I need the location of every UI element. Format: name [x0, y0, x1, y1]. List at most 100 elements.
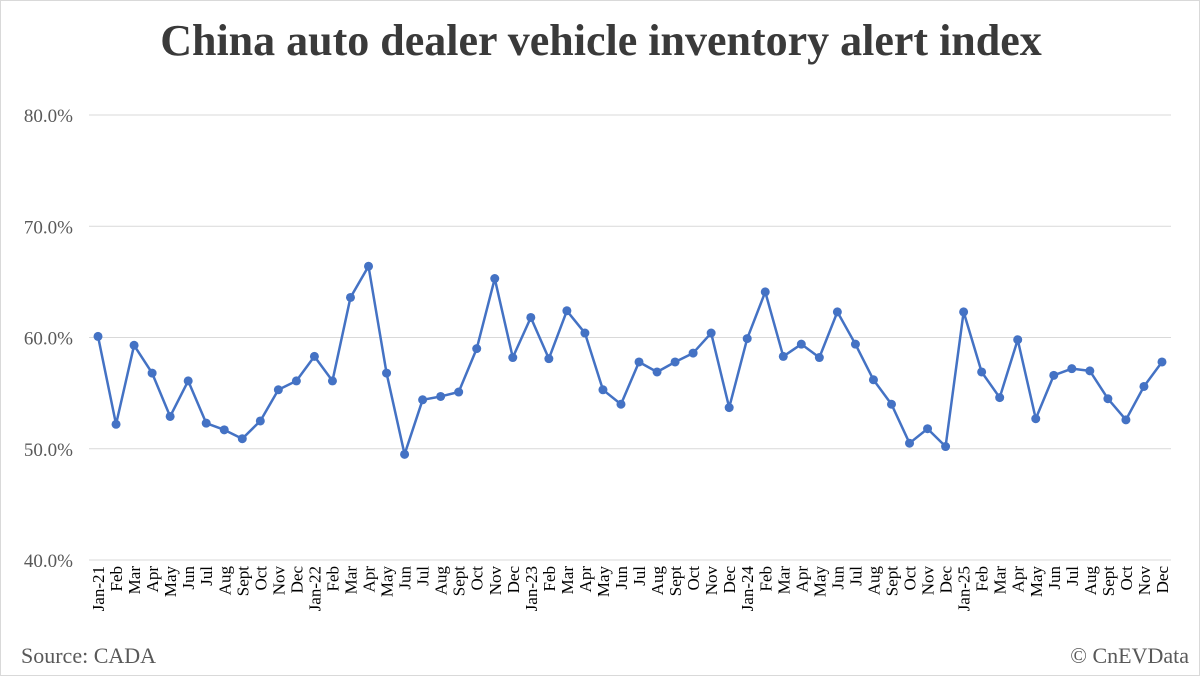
data-point: [1049, 370, 1059, 380]
data-point: [814, 353, 824, 363]
data-point: [436, 391, 446, 401]
data-point: [778, 351, 788, 361]
data-point: [364, 261, 374, 271]
data-point: [1139, 381, 1149, 391]
data-point: [111, 419, 121, 429]
x-tick-label: Jun: [828, 566, 847, 590]
data-point: [1085, 366, 1095, 376]
data-point: [995, 393, 1005, 403]
x-tick-label: Apr: [576, 566, 595, 593]
data-point: [923, 424, 933, 434]
x-tick-label: Nov: [1135, 566, 1154, 596]
data-point: [219, 425, 229, 435]
data-point: [508, 353, 518, 363]
x-tick-label: Jul: [630, 566, 649, 586]
x-tick-label: Apr: [143, 566, 162, 593]
data-point: [147, 368, 157, 378]
x-tick-label: Jun: [612, 566, 631, 590]
data-point: [796, 339, 806, 349]
data-point: [490, 274, 500, 284]
y-tick-label: 60.0%: [24, 329, 73, 350]
data-point: [886, 399, 896, 409]
data-point: [544, 354, 554, 364]
x-tick-label: Apr: [1009, 566, 1028, 593]
y-axis-ticks: 40.0% 50.0% 60.0% 70.0% 80.0%: [24, 106, 73, 572]
data-point: [634, 357, 644, 367]
data-point: [760, 287, 770, 297]
credit-note: © CnEVData: [1070, 643, 1189, 668]
x-tick-label: Jul: [414, 566, 433, 586]
x-tick-label: Jan-25: [955, 566, 974, 611]
x-tick-label: Nov: [486, 566, 505, 596]
data-point: [201, 418, 211, 428]
data-point: [309, 351, 319, 361]
x-tick-label: Feb: [973, 566, 992, 592]
data-point: [400, 449, 410, 459]
x-tick-label: Sept: [882, 566, 901, 597]
data-point: [670, 357, 680, 367]
x-tick-label: Nov: [269, 566, 288, 596]
data-point: [959, 307, 969, 317]
data-point: [237, 434, 247, 444]
x-tick-label: Jul: [197, 566, 216, 586]
x-tick-label: Jan-23: [522, 566, 541, 611]
x-tick-label: May: [378, 566, 397, 598]
data-point: [526, 312, 536, 322]
data-point: [382, 368, 392, 378]
data-point: [183, 376, 193, 386]
x-tick-label: Sept: [233, 566, 252, 597]
x-tick-label: Aug: [648, 566, 667, 596]
x-tick-label: May: [594, 566, 613, 598]
x-tick-label: Dec: [287, 566, 306, 594]
data-point: [327, 376, 337, 386]
x-tick-label: Mar: [341, 566, 360, 595]
y-tick-label: 40.0%: [24, 551, 73, 572]
x-tick-label: Nov: [919, 566, 938, 596]
data-point: [1013, 335, 1023, 345]
x-tick-label: Dec: [1153, 566, 1172, 594]
data-point: [1067, 364, 1077, 374]
gridlines: [89, 114, 1171, 561]
x-tick-label: Mar: [125, 566, 144, 595]
data-point: [562, 306, 572, 316]
x-tick-label: Feb: [323, 566, 342, 592]
data-point: [345, 292, 355, 302]
x-tick-label: Apr: [792, 566, 811, 593]
x-tick-label: Oct: [1117, 566, 1136, 591]
x-tick-label: Feb: [107, 566, 126, 592]
data-point: [472, 344, 482, 354]
x-tick-label: May: [810, 566, 829, 598]
data-point: [165, 411, 175, 421]
x-tick-label: Sept: [666, 566, 685, 597]
data-point: [616, 399, 626, 409]
x-tick-label: Nov: [702, 566, 721, 596]
x-tick-label: Mar: [991, 566, 1010, 595]
x-tick-label: Sept: [450, 566, 469, 597]
x-tick-label: May: [1027, 566, 1046, 598]
x-tick-label: Jun: [396, 566, 415, 590]
x-tick-label: Aug: [864, 566, 883, 596]
x-tick-label: Oct: [901, 566, 920, 591]
y-tick-label: 70.0%: [24, 217, 73, 238]
x-tick-label: Sept: [1099, 566, 1118, 597]
data-point: [580, 328, 590, 338]
x-tick-label: Jul: [1063, 566, 1082, 586]
data-point: [1121, 415, 1131, 425]
x-tick-label: Oct: [251, 566, 270, 591]
data-point: [977, 367, 987, 377]
data-point: [598, 385, 608, 395]
series-line: [96, 265, 1163, 456]
data-point: [652, 367, 662, 377]
data-point: [742, 334, 752, 344]
x-tick-label: Mar: [774, 566, 793, 595]
data-point: [291, 376, 301, 386]
x-tick-label: Jan-24: [738, 566, 757, 612]
data-point: [850, 339, 860, 349]
x-tick-label: Aug: [1081, 566, 1100, 596]
data-point: [724, 403, 734, 413]
x-tick-label: Oct: [684, 566, 703, 591]
x-tick-label: Feb: [756, 566, 775, 592]
data-point: [868, 375, 878, 385]
x-tick-label: Jun: [179, 566, 198, 590]
